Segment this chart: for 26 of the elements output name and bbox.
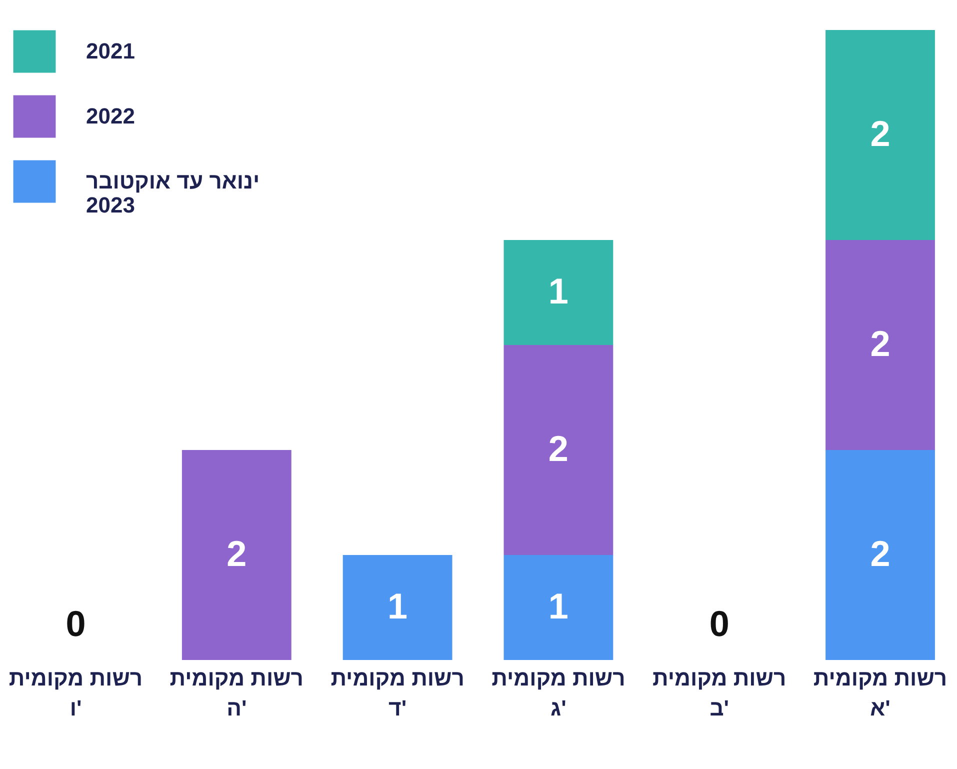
bar (342, 555, 452, 660)
data-label: 2 (226, 533, 247, 574)
x-tick-label: רשות מקומית ג' (492, 666, 626, 720)
bar (182, 450, 292, 660)
data-label: 2 (548, 428, 568, 469)
text: 0 (66, 603, 86, 644)
bar (504, 555, 614, 660)
data-label: 1 (388, 586, 408, 626)
x-tick-label: רשות מקומית ה' (170, 666, 304, 720)
legend-label: 2022 (86, 104, 135, 128)
data-label: 2 (870, 533, 890, 574)
x-tick-label: רשות מקומית ב' (652, 666, 786, 720)
text: 0 (709, 603, 730, 644)
data-label: 2 (870, 323, 890, 364)
x-tick-label: רשות מקומית ו' (8, 666, 143, 720)
bar (826, 240, 935, 450)
bar (826, 30, 935, 240)
data-label: 2 (870, 113, 890, 154)
legend-label: 2021 (86, 38, 135, 64)
bar (826, 450, 935, 660)
x-tick-label: רשות מקומית ד' (330, 666, 464, 720)
bar (504, 240, 614, 345)
data-label: 1 (548, 586, 568, 626)
x-tick-label: רשות מקומית א' (813, 666, 948, 720)
bar (504, 345, 614, 555)
data-label: 1 (548, 270, 568, 312)
